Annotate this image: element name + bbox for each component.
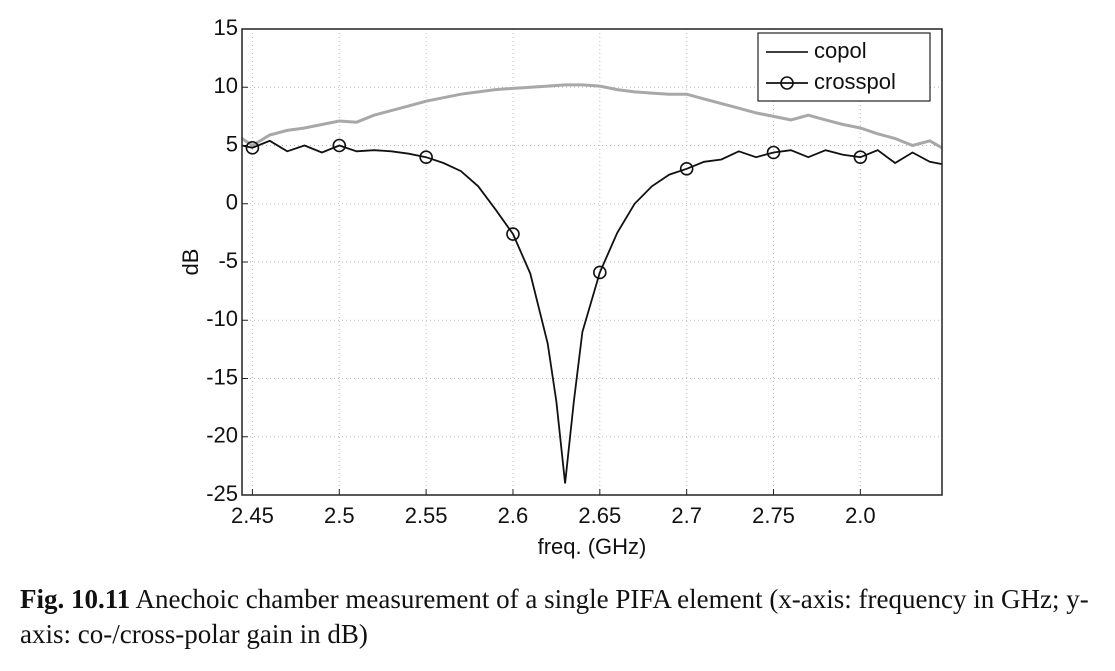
y-tick-label: 15 [214, 15, 238, 40]
marker [766, 145, 781, 160]
y-tick-label: -5 [218, 248, 238, 273]
marker [419, 150, 433, 164]
caption: Fig. 10.11 Anechoic chamber measurement … [20, 582, 1100, 652]
legend-marker [780, 76, 794, 90]
marker [332, 138, 347, 153]
series-line [241, 139, 943, 484]
series-line [241, 83, 943, 150]
marker [245, 141, 260, 155]
x-tick-label: 2.75 [752, 503, 795, 528]
y-tick-label: -15 [206, 364, 238, 389]
x-tick-label: 2.45 [231, 503, 274, 528]
y-axis-label: dB [178, 249, 203, 276]
marker [679, 162, 694, 176]
plot-frame [241, 28, 943, 496]
x-tick-label: 2.55 [405, 503, 448, 528]
marker [593, 265, 607, 280]
legend-label: copol [814, 38, 867, 63]
marker [853, 150, 868, 164]
y-tick-label: 10 [214, 73, 238, 98]
x-tick-label: 2.5 [324, 503, 355, 528]
y-tick-label: 0 [226, 190, 238, 215]
marker [506, 227, 520, 241]
y-tick-label: -25 [206, 481, 238, 506]
x-tick-label: 2.6 [498, 503, 529, 528]
y-tick-label: -20 [206, 423, 238, 448]
chart: freq. (GHz) dB 15 10 5 0 -5 -10 -15 -20 -252.45 2… [178, 15, 943, 559]
caption-text: Anechoic chamber measurement of a single… [20, 584, 1089, 649]
x-tick-label: 2.0 [845, 503, 876, 528]
y-tick-label: -10 [206, 306, 238, 331]
legend-label: crosspol [814, 69, 896, 94]
caption-label: Fig. 10.11 [20, 584, 131, 614]
x-tick-label: 2.7 [671, 503, 702, 528]
x-tick-label: 2.65 [578, 503, 621, 528]
x-axis-label: freq. (GHz) [538, 534, 647, 559]
y-tick-label: 5 [226, 131, 238, 156]
